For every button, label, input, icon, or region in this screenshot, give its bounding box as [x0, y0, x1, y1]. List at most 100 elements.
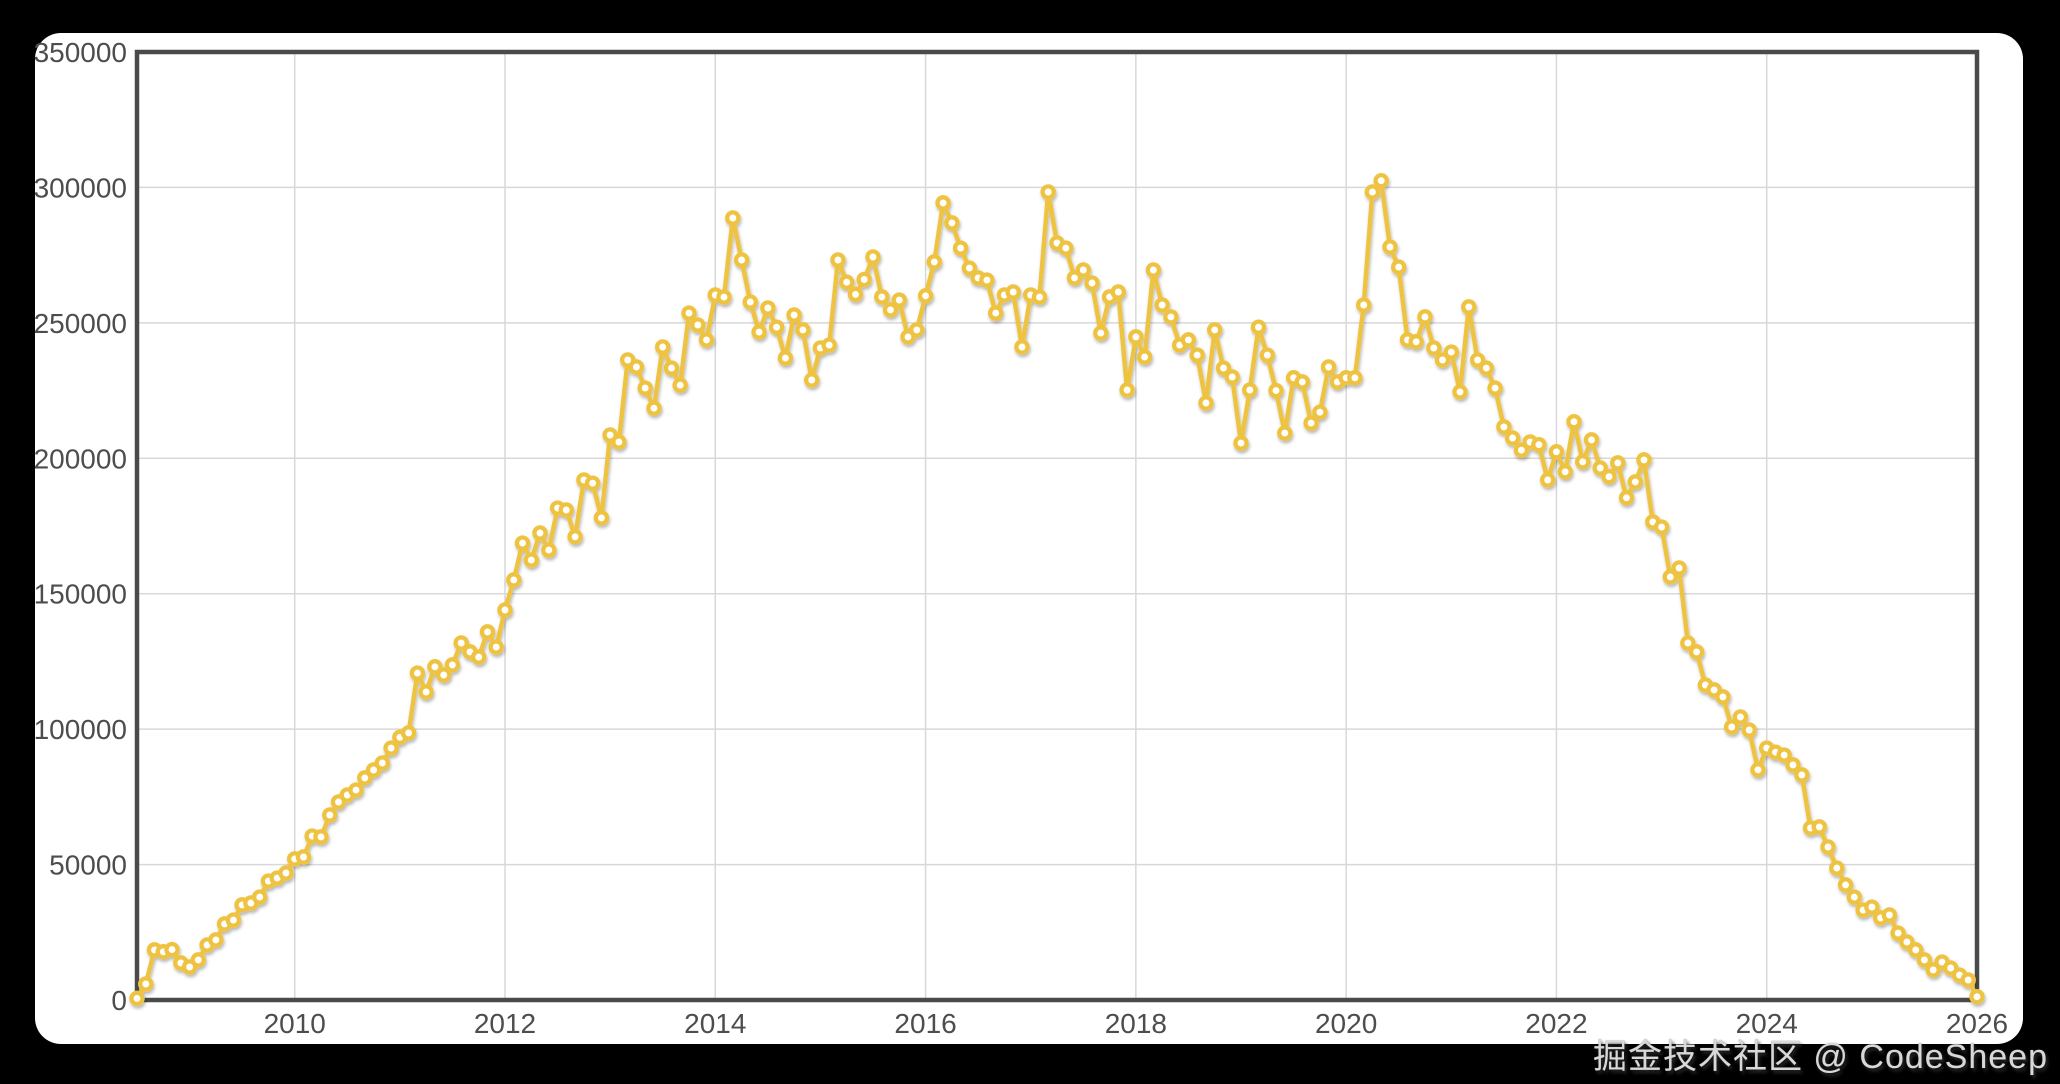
watermark: 掘金技术社区 @ CodeSheep [1592, 1038, 2048, 1076]
data-point [830, 252, 846, 268]
data-point [637, 380, 653, 396]
data-point [1215, 360, 1232, 376]
y-axis-tick-label: 0 [111, 985, 127, 1016]
data-point [1680, 635, 1696, 651]
data-point [768, 319, 785, 335]
data-point [874, 289, 890, 305]
data-point [1058, 240, 1074, 256]
data-point [935, 195, 951, 211]
data-point [1040, 184, 1056, 200]
y-axis-tick-label: 350000 [34, 37, 127, 68]
data-point [164, 941, 180, 958]
y-axis-tick-label: 100000 [34, 714, 127, 745]
data-point [479, 624, 496, 640]
data-point [1417, 309, 1433, 325]
data-point [1084, 275, 1100, 291]
data-point [453, 635, 469, 651]
data-point [251, 889, 268, 905]
data-point [435, 667, 452, 683]
data-point [1163, 309, 1179, 325]
x-axis-tick-label: 2010 [264, 1008, 326, 1039]
data-point [1224, 369, 1240, 385]
data-point [795, 322, 811, 338]
data-point [646, 400, 662, 416]
plot-border [134, 49, 1980, 1003]
data-point [532, 525, 548, 541]
data-point [1557, 464, 1573, 480]
x-axis-tick-label: 2014 [684, 1008, 746, 1039]
data-point [1899, 934, 1915, 950]
data-point [1750, 762, 1766, 778]
y-axis-tick-label: 300000 [34, 172, 127, 203]
data-point [225, 912, 242, 928]
data-point [1846, 889, 1863, 905]
data-point [1250, 319, 1267, 335]
data-point [1461, 299, 1477, 315]
data-point [856, 271, 872, 288]
data-point [663, 360, 680, 376]
x-axis-tick-label: 2020 [1315, 1008, 1377, 1039]
data-point [1487, 380, 1503, 396]
data-point [1180, 332, 1197, 348]
data-point [1732, 709, 1749, 725]
data-point [1820, 839, 1836, 855]
data-point [1829, 860, 1845, 876]
data-point [488, 639, 504, 655]
data-point [1496, 419, 1512, 435]
data-point [1443, 344, 1460, 360]
data-point [909, 322, 925, 338]
data-point [672, 377, 688, 393]
y-axis-tick-label: 150000 [34, 579, 127, 610]
data-point [1469, 352, 1486, 368]
data-point [1907, 942, 1924, 958]
data-point [1136, 349, 1153, 365]
data-point [1610, 455, 1626, 471]
data-point [506, 572, 522, 588]
data-point [409, 665, 426, 681]
data-point [374, 755, 391, 771]
data-point [208, 932, 224, 948]
data-point [1636, 452, 1652, 468]
data-point [786, 307, 802, 323]
data-point [357, 770, 373, 786]
data-point [1189, 347, 1205, 363]
data-point [917, 288, 934, 304]
data-point [1916, 952, 1933, 968]
data-point [541, 542, 557, 558]
chart-panel [35, 33, 2023, 1044]
data-point [751, 324, 767, 340]
data-point [1294, 374, 1311, 390]
data-point [1662, 569, 1679, 585]
data-point [1093, 325, 1109, 341]
data-point [628, 359, 645, 375]
data-point [1268, 382, 1284, 399]
data-point [1864, 899, 1880, 915]
x-axis-tick-label: 2012 [474, 1008, 536, 1039]
data-point [278, 865, 294, 881]
data-point [1653, 519, 1670, 535]
data-point [1881, 907, 1898, 923]
data-point [838, 274, 855, 290]
data-point [1075, 262, 1092, 278]
data-point [1198, 395, 1214, 411]
data-point [821, 337, 837, 353]
data-point [1145, 262, 1162, 278]
gridlines [137, 52, 1977, 1000]
data-point [1390, 259, 1407, 275]
data-point [847, 286, 864, 303]
data-point [681, 305, 697, 321]
data-point [1592, 460, 1608, 476]
data-point [611, 434, 627, 450]
data-point [1531, 436, 1547, 453]
data-point [1206, 322, 1223, 338]
data-point [1785, 757, 1801, 773]
data-point [891, 292, 908, 308]
data-point [584, 475, 601, 491]
data-point [1794, 767, 1810, 783]
data-point [733, 252, 750, 268]
data-point [1513, 442, 1530, 458]
data-point [1627, 474, 1644, 490]
data-point [1890, 925, 1906, 941]
data-point [1031, 289, 1048, 305]
